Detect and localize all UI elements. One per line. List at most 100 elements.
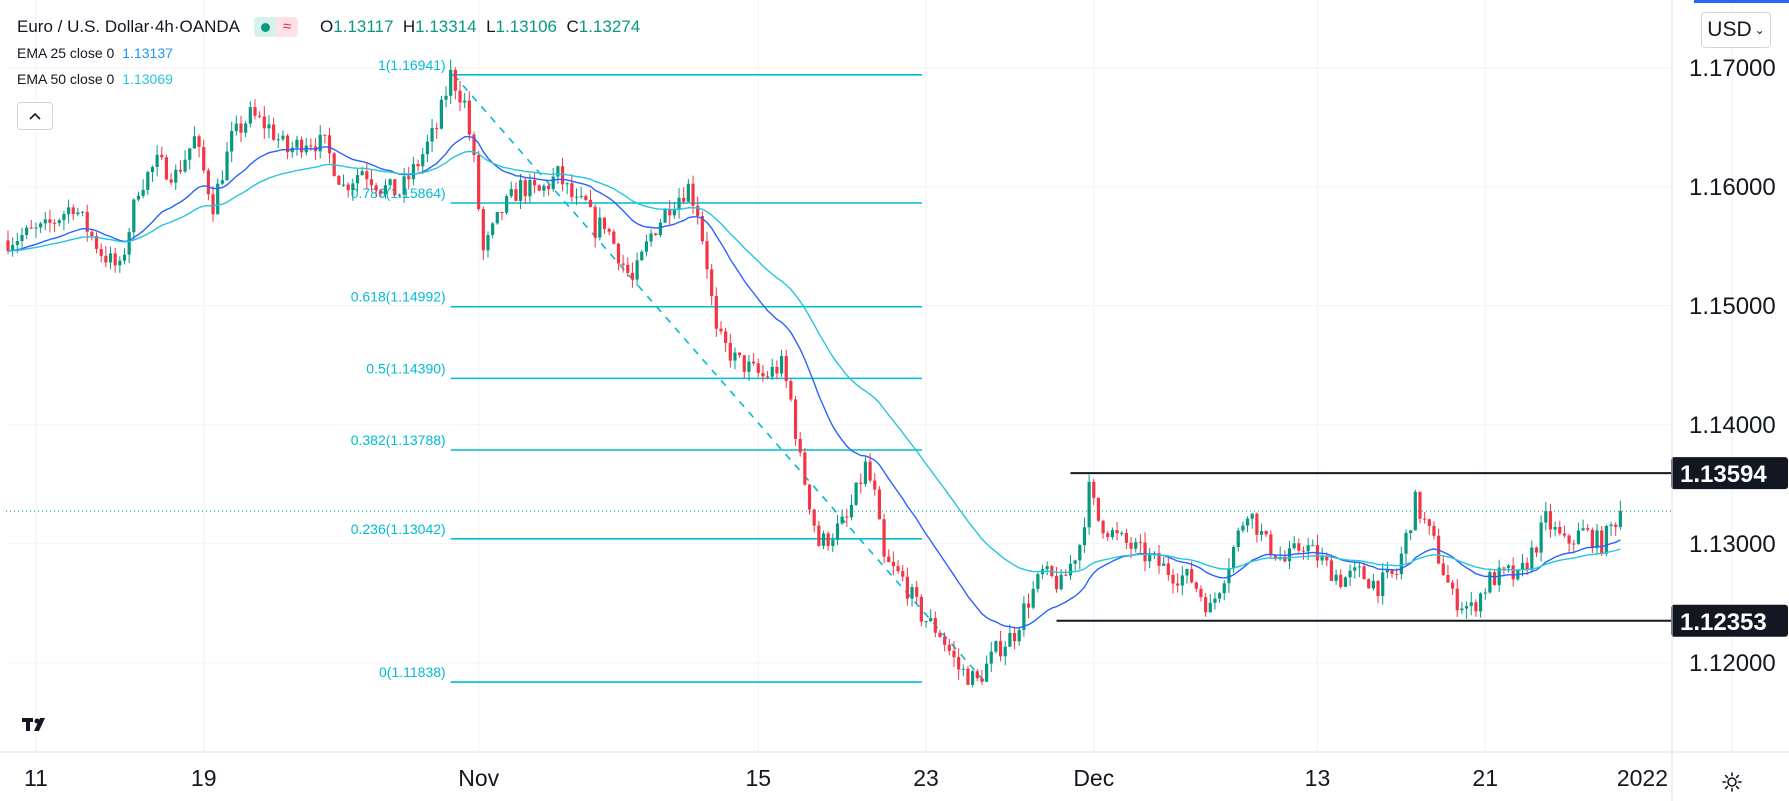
candle-body (560, 166, 565, 185)
candle-body (742, 355, 746, 372)
candle-body (127, 232, 131, 255)
candle-body (1115, 530, 1119, 534)
candle-body (6, 240, 10, 252)
symbol-name[interactable]: Euro / U.S. Dollar (17, 17, 150, 36)
candle-body (943, 636, 947, 645)
candle-body (421, 154, 425, 167)
candle-body (621, 263, 625, 265)
candle-body (327, 135, 332, 154)
candle-body (826, 533, 830, 546)
status-badge[interactable]: ≈ (254, 17, 298, 37)
candle-body (635, 260, 639, 280)
candle-body (1511, 565, 1515, 580)
candle-body (351, 183, 355, 191)
candle-body (1273, 555, 1278, 560)
candle-body (48, 219, 52, 223)
candle-body (272, 124, 276, 140)
candle-body (188, 148, 192, 160)
candle-body (714, 296, 718, 329)
candle-body (309, 145, 313, 147)
candle-body (122, 254, 127, 261)
candle-body (998, 641, 1003, 657)
time-tick-label: 15 (745, 765, 771, 791)
candle-body (556, 166, 560, 177)
candle-body (1110, 530, 1115, 538)
candle-body (1213, 598, 1217, 603)
candle-body (1325, 556, 1329, 561)
candle-body (509, 189, 513, 197)
candle-body (94, 236, 99, 249)
candle-body (849, 504, 854, 518)
candle-body (1362, 566, 1366, 580)
range-price-tag (1671, 604, 1788, 637)
candle-body (1320, 556, 1324, 561)
candle-body (859, 482, 863, 484)
candle-body (1194, 582, 1198, 589)
candle-body (1367, 579, 1371, 589)
candle-body (449, 69, 453, 96)
candle-body (1255, 513, 1259, 535)
candle-body (1590, 529, 1594, 549)
fib-trend-line (453, 74, 986, 683)
candle-body (700, 215, 704, 242)
candle-body (463, 100, 467, 103)
candle-body (682, 197, 686, 202)
candle-body (402, 176, 406, 195)
fib-level-label: 0(1.11838) (379, 664, 446, 680)
candle-body (225, 151, 229, 181)
candle-body (579, 195, 583, 197)
collapse-legend-button[interactable] (17, 102, 53, 130)
candle-body (915, 587, 919, 597)
candle-body (537, 185, 541, 191)
candle-body (1478, 593, 1483, 612)
candle-body (835, 523, 840, 540)
candle-body (1506, 565, 1511, 568)
candle-body (1334, 574, 1338, 581)
timeframe[interactable]: 4h (154, 17, 174, 36)
price-axis[interactable]: 1.17000 1.16000 1.15000 1.14000 1.13000 1.120… (1671, 0, 1789, 801)
candle-body (407, 176, 411, 180)
candle-body (971, 671, 975, 685)
candle-body (514, 189, 518, 201)
fibonacci-retracement[interactable]: 1(1.16941) 0.786(1.15864) 0.618(1.14992) 0.… (351, 57, 986, 683)
candle-body (649, 233, 653, 242)
candle-body (1348, 570, 1352, 578)
candle-body (765, 376, 770, 378)
candle-body (686, 183, 690, 202)
currency-select[interactable]: USD ⌄ (1701, 12, 1771, 48)
candle-body (994, 641, 998, 652)
candle-body (1157, 553, 1161, 566)
candle-body (1218, 593, 1222, 599)
candle-body (1250, 513, 1254, 519)
price-tick-label: 1.12000 (1689, 650, 1776, 677)
candle-body (1567, 535, 1571, 544)
indicator-ema25[interactable]: EMA 25 close 0 1.13137 (17, 45, 173, 61)
time-axis[interactable]: 11 19 Nov 15 23 Dec 13 21 2022 (0, 751, 1789, 791)
candle-body (71, 207, 75, 215)
candle-body (99, 248, 103, 256)
candle-body (1185, 569, 1189, 576)
candle-body (789, 380, 793, 400)
candle-body (458, 90, 462, 103)
candle-body (1259, 530, 1264, 535)
candle-body (1026, 603, 1031, 608)
indicator-ema50[interactable]: EMA 50 close 0 1.13069 (17, 71, 173, 87)
candle-body (1082, 527, 1087, 546)
candle-body (393, 179, 397, 196)
chart-settings-button[interactable] (1717, 767, 1747, 797)
tradingview-logo[interactable] (18, 711, 54, 737)
candle-body (258, 115, 262, 117)
candle-body (882, 519, 886, 557)
candle-body (337, 175, 341, 185)
candle-body (1134, 542, 1138, 549)
candle-body (1269, 534, 1273, 556)
candle-body (1124, 533, 1128, 543)
price-tick-label: 1.16000 (1689, 174, 1776, 201)
candle-body (607, 228, 611, 232)
candle-body (1120, 533, 1124, 535)
range-lines[interactable]: 1.13594 1.12353 (1056, 457, 1789, 637)
candle-body (29, 227, 33, 229)
candle-body (1241, 525, 1245, 531)
candle-body (1353, 567, 1357, 571)
